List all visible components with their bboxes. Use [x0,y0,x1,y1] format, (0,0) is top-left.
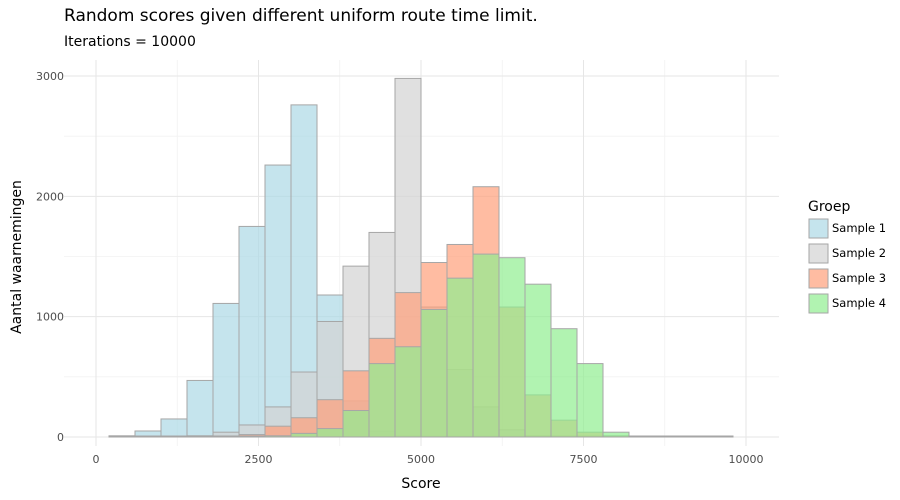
y-tick-label: 3000 [36,70,64,83]
histogram-bar [342,410,370,438]
histogram-bar [446,277,474,438]
legend-item: Sample 3 [808,268,886,289]
histogram-bars [108,77,734,438]
histogram-bar [498,257,526,438]
y-axis-title: Aantal waarnemingen [9,180,25,334]
legend: Groep Sample 1 Sample 2 Sample 3 Sample 4 [808,199,886,314]
histogram-bar [212,302,240,438]
x-tick-labels: 0 2500 5000 7500 10000 [93,453,764,466]
x-axis-title: Score [401,476,440,492]
chart-subtitle: Iterations = 10000 [64,34,196,50]
histogram-bar [290,432,318,438]
legend-item: Sample 4 [808,293,886,314]
histogram-bar [602,431,630,438]
histogram-bar [264,435,292,438]
histogram-bar [680,435,708,438]
legend-swatch [808,293,829,314]
y-tick-label: 2000 [36,190,64,203]
legend-label: Sample 4 [832,296,886,310]
legend-label: Sample 2 [832,246,886,260]
x-tick-label: 7500 [570,453,598,466]
histogram-bar [212,435,240,438]
legend-label: Sample 1 [832,221,886,235]
y-tick-labels: 0 1000 2000 3000 [36,70,64,444]
histogram-bar [576,363,604,438]
histogram-bar [238,435,266,438]
x-tick-label: 0 [93,453,100,466]
histogram-bar [264,164,292,438]
histogram-bar [368,363,396,438]
histogram-bar [238,225,266,438]
histogram-bar [550,328,578,438]
histogram-bar [472,253,500,438]
legend-swatch [808,218,829,239]
y-tick-label: 0 [57,431,64,444]
legend-label: Sample 3 [832,271,886,285]
x-tick-label: 10000 [729,453,764,466]
histogram-bar [108,435,136,438]
x-tick-label: 2500 [245,453,273,466]
chart-title: Random scores given different uniform ro… [64,6,538,26]
histogram-bar [524,283,552,438]
histogram-bar [394,346,422,438]
histogram-bar [186,435,214,438]
histogram-bar [420,308,448,438]
histogram-bar [186,379,214,438]
legend-item: Sample 1 [808,218,886,239]
histogram-bar [628,435,656,438]
legend-swatch [808,268,829,289]
histogram-bar [134,435,162,438]
legend-item: Sample 2 [808,243,886,264]
histogram-bar [316,428,344,438]
histogram-bar [654,435,682,438]
y-tick-label: 1000 [36,311,64,324]
histogram-bar [706,435,734,438]
legend-swatch [808,243,829,264]
series-4-bars [108,253,734,438]
histogram-bar [160,418,188,438]
x-tick-label: 5000 [407,453,435,466]
legend-title: Groep [808,199,850,215]
histogram-bar [160,435,188,438]
